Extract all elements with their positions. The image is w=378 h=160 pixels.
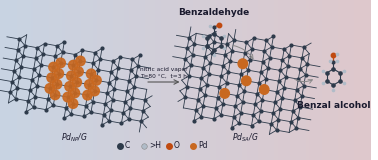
Circle shape (87, 69, 96, 79)
Text: Benzal alcohol: Benzal alcohol (297, 100, 370, 109)
Text: O: O (174, 141, 180, 151)
Circle shape (54, 69, 64, 78)
Circle shape (242, 76, 251, 86)
Circle shape (72, 77, 81, 87)
Circle shape (238, 59, 248, 68)
Circle shape (260, 85, 269, 94)
Circle shape (52, 79, 62, 89)
Circle shape (85, 80, 94, 89)
FancyArrowPatch shape (233, 45, 253, 59)
Circle shape (47, 73, 56, 83)
Circle shape (74, 67, 83, 76)
Text: Pd: Pd (198, 141, 208, 151)
Circle shape (92, 76, 101, 85)
Circle shape (56, 58, 65, 68)
Circle shape (68, 99, 78, 108)
Circle shape (45, 84, 54, 93)
Circle shape (50, 90, 60, 100)
FancyArrowPatch shape (148, 80, 178, 84)
Text: T=80 °C,  t=3 h: T=80 °C, t=3 h (140, 74, 187, 79)
Text: nitric acid vapor: nitric acid vapor (140, 67, 187, 72)
Circle shape (63, 92, 73, 102)
Circle shape (90, 86, 99, 96)
Circle shape (67, 71, 76, 81)
Circle shape (68, 60, 78, 70)
Circle shape (65, 82, 74, 91)
Text: Pd$_{SA}$/G: Pd$_{SA}$/G (232, 132, 259, 144)
Text: >H: >H (149, 141, 161, 151)
Text: Benzaldehyde: Benzaldehyde (178, 8, 249, 16)
Circle shape (70, 88, 80, 98)
Circle shape (83, 90, 92, 100)
Text: Pd$_{NP}$/G: Pd$_{NP}$/G (61, 132, 88, 144)
Circle shape (76, 56, 85, 66)
FancyArrowPatch shape (295, 79, 312, 83)
Circle shape (220, 89, 229, 98)
Circle shape (49, 62, 58, 72)
Text: C: C (124, 141, 130, 151)
